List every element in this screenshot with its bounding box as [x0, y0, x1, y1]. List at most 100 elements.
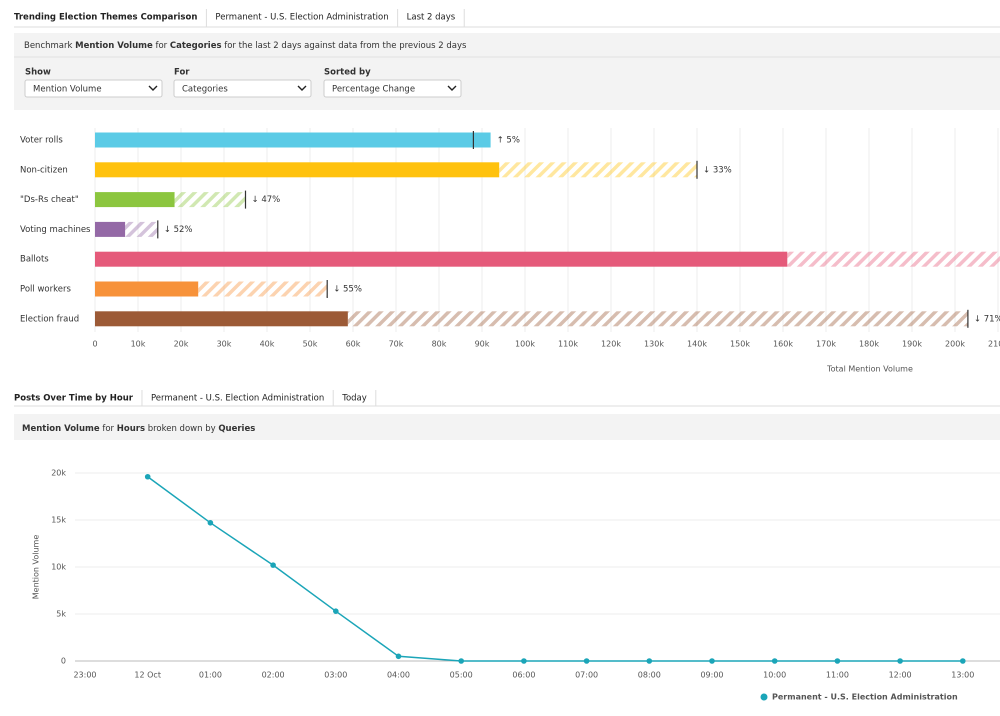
previous-bar	[174, 192, 246, 208]
x-tick-label: 10k	[131, 340, 146, 349]
bars	[95, 132, 1000, 327]
x-tick-label: 80k	[432, 340, 447, 349]
dropdown[interactable]	[323, 79, 462, 98]
bar	[95, 221, 126, 237]
tab[interactable]: Today	[341, 394, 367, 404]
y-tick-label: 5k	[56, 610, 66, 619]
x-tick-label: 60k	[346, 340, 361, 349]
dropdown-value[interactable]: Categories	[182, 85, 228, 95]
x-tick-label: 04:00	[387, 671, 410, 680]
x-tick-label: 190k	[902, 340, 922, 349]
subtitle-part: broken down by	[145, 424, 218, 434]
y-tick-label: 0	[61, 657, 66, 666]
change-label: ↓ 55%	[333, 285, 362, 295]
change-label: ↑ 5%	[497, 136, 520, 146]
subtitle: Benchmark Mention Volume for Categories …	[24, 41, 467, 51]
previous-bar	[347, 311, 968, 327]
y-tick-label: 20k	[51, 469, 66, 478]
point	[144, 473, 151, 480]
bar	[95, 281, 199, 297]
change-label: ↓ 47%	[252, 195, 281, 205]
bar	[95, 311, 348, 327]
x-tick-label: 170k	[816, 340, 836, 349]
change-label: ↓ 71%	[974, 314, 1000, 324]
header-band	[14, 414, 1000, 440]
y-axis-label: Mention Volume	[32, 535, 41, 600]
previous-bar	[787, 251, 1000, 267]
control-label: Sorted by	[324, 68, 371, 78]
x-tick-label: 01:00	[199, 671, 222, 680]
change-label: ↓ 33%	[703, 165, 732, 175]
line	[147, 476, 963, 662]
tab[interactable]: Permanent - U.S. Election Administration	[151, 394, 324, 404]
legend-label[interactable]: Permanent - U.S. Election Administration	[772, 693, 958, 702]
x-tick-label: 90k	[475, 340, 490, 349]
tab[interactable]: Last 2 days	[407, 13, 456, 23]
tab[interactable]: Permanent - U.S. Election Administration	[215, 13, 388, 23]
x-tick-label: 210k	[988, 340, 1000, 349]
change-label: ↓ 52%	[164, 225, 193, 235]
x-tick-label: 120k	[601, 340, 621, 349]
x-tick-label: 13:00	[951, 671, 974, 680]
point	[771, 658, 778, 664]
point	[521, 658, 527, 664]
point	[207, 520, 214, 526]
x-tick-label: 03:00	[324, 671, 347, 680]
tab[interactable]: Posts Over Time by Hour	[14, 394, 134, 404]
x-tick-label: 20k	[174, 340, 189, 349]
subtitle-part: Hours	[117, 424, 145, 434]
x-tick-label: 09:00	[700, 671, 723, 680]
point	[458, 658, 465, 664]
point	[897, 658, 903, 664]
chevron	[148, 85, 158, 91]
bar	[95, 162, 500, 178]
x-tick-label: 110k	[558, 340, 578, 349]
point	[583, 658, 590, 664]
tab[interactable]: Trending Election Themes Comparison	[14, 13, 197, 23]
dropdown-value[interactable]: Mention Volume	[33, 85, 102, 95]
x-tick-label: 0	[92, 340, 97, 349]
x-tick-label: 02:00	[262, 671, 285, 680]
x-tick-label: 10:00	[763, 671, 786, 680]
x-tick-label: 30k	[217, 340, 232, 349]
subtitle: Mention Volume for Hours broken down by …	[22, 424, 255, 434]
x-tick-label: 100k	[515, 340, 535, 349]
x-tick-label: 160k	[773, 340, 793, 349]
bar	[95, 251, 788, 267]
subtitle-part: Mention Volume	[75, 41, 153, 51]
point	[646, 658, 653, 664]
y-tick-label: 10k	[51, 563, 66, 572]
dropdown-value[interactable]: Percentage Change	[332, 85, 415, 95]
subtitle-part: Benchmark	[24, 41, 75, 51]
x-tick-label: 150k	[730, 340, 750, 349]
dropdown[interactable]	[173, 79, 312, 98]
previous-bar	[198, 281, 328, 297]
x-tick-label: 130k	[644, 340, 664, 349]
x-tick-label: 50k	[303, 340, 318, 349]
chevron	[447, 85, 457, 91]
point	[834, 658, 841, 664]
category-label: Election fraud	[20, 314, 79, 324]
control-label: Show	[25, 68, 51, 78]
subtitle-part: for	[153, 41, 170, 51]
previous-bar	[125, 221, 158, 237]
subtitle-part: Categories	[170, 41, 222, 51]
x-tick-label: 08:00	[638, 671, 661, 680]
y-tick-label: 15k	[51, 516, 66, 525]
control-label: For	[174, 68, 190, 78]
dropdown[interactable]	[24, 79, 163, 98]
point	[960, 658, 966, 664]
x-tick-label: 06:00	[512, 671, 535, 680]
category-label: "Ds-Rs cheat"	[20, 195, 79, 205]
bar	[95, 132, 491, 148]
x-tick-label: 200k	[945, 340, 965, 349]
point	[709, 658, 715, 664]
category-label: Voter rolls	[20, 136, 63, 146]
chevron	[297, 85, 307, 91]
legend-marker	[760, 693, 768, 701]
bar	[95, 192, 175, 208]
x-tick-label: 70k	[389, 340, 404, 349]
x-tick-label: 23:00	[73, 671, 96, 680]
subtitle-part: Mention Volume	[22, 424, 100, 434]
